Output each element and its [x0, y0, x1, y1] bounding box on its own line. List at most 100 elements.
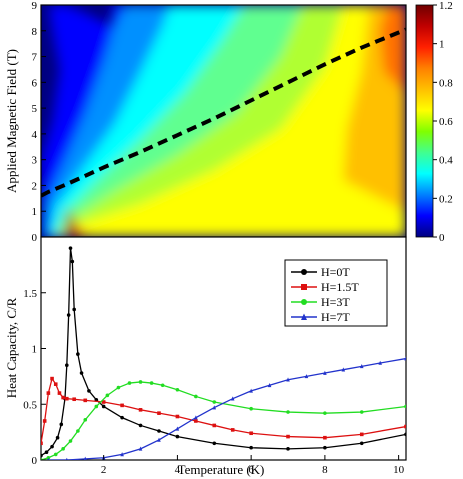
data-point-h-7t [120, 452, 124, 457]
data-point-h-0t [101, 404, 106, 409]
heatmap-band [380, 5, 406, 93]
colorbar-tick-label: 0.4 [439, 155, 453, 167]
data-point-h-1-5t [120, 403, 124, 408]
series-line-h-0t [41, 248, 406, 457]
data-point-h-7t [341, 367, 346, 372]
legend-marker-h-7t [301, 313, 307, 320]
colorbar-ticks: 0 0.2 0.4 0.6 0.8 1 1.2 [433, 0, 453, 244]
legend-marker-h-1-5t [301, 284, 307, 290]
heatmap-y-tick-label: 7 [32, 52, 38, 64]
line-x-ticks: 2 4 6 8 10 [101, 455, 405, 476]
crossover-dashed-line [41, 27, 406, 198]
heatmap-y-tick-label: 5 [32, 103, 38, 115]
data-point-h-1-5t [323, 435, 327, 440]
heatmap-panel: 0 1 2 3 4 5 6 7 8 9 Applied Magnetic Field (T) [4, 0, 407, 244]
data-point-h-0t [138, 423, 143, 428]
heat-capacity-panel: 0 0.5 1 1.5 2 4 6 8 10 Heat Capacity, C/R Tempe… [4, 236, 407, 477]
data-point-h-7t [323, 370, 327, 375]
data-point-h-7t [230, 396, 235, 401]
data-point-h-0t [404, 432, 406, 437]
heatmap-y-tick-label: 1 [32, 206, 38, 218]
line-y-tick-label: 0 [32, 455, 38, 467]
data-point-h-3t [249, 406, 253, 411]
data-point-h-0t [65, 363, 69, 368]
data-point-h-7t [175, 426, 180, 431]
data-point-h-7t [249, 388, 253, 393]
heatmap-y-ticks: 0 1 2 3 4 5 6 7 8 9 [32, 0, 46, 244]
data-point-h-1-5t [53, 382, 58, 386]
data-point-h-0t [359, 441, 364, 446]
line-y-tick-label: 1 [32, 344, 38, 356]
data-point-h-7t [378, 360, 382, 365]
data-point-h-1-5t [50, 376, 54, 381]
legend-label-h-7t: H=7T [321, 310, 350, 324]
colorbar: 0 0.2 0.4 0.6 0.8 1 1.2 [415, 0, 453, 244]
data-point-h-1-5t [72, 397, 76, 402]
line-y-ticks: 0 0.5 1 1.5 [23, 288, 46, 467]
data-point-h-3t [76, 429, 80, 433]
data-point-h-3t [160, 383, 165, 388]
data-point-h-1-5t [249, 431, 253, 436]
heatmap-y-tick-label: 9 [32, 0, 38, 12]
data-point-h-1-5t [138, 408, 143, 412]
legend-marker-h-0t [301, 269, 307, 275]
data-point-h-0t [79, 371, 84, 375]
data-point-h-1-5t [61, 395, 65, 400]
legend-label-h-1-5t: H=1.5T [321, 280, 359, 294]
legend-marker-h-3t [301, 299, 307, 305]
data-point-h-0t [55, 435, 60, 440]
data-point-h-0t [50, 444, 54, 449]
series-line-h-7t [48, 357, 406, 460]
heatmap-y-tick-label: 8 [32, 26, 38, 38]
data-point-h-0t [68, 246, 73, 250]
data-point-h-1-5t [42, 419, 47, 423]
data-point-h-7t [286, 377, 290, 382]
line-x-axis-label: Temperature (K) [178, 462, 265, 477]
data-point-h-7t [304, 374, 309, 379]
data-point-h-3t [116, 385, 121, 390]
data-point-h-3t [175, 387, 180, 392]
line-x-tick-label: 6 [248, 464, 254, 476]
data-point-h-0t [157, 429, 161, 433]
data-point-h-3t [68, 439, 73, 443]
heatmap-band [66, 206, 78, 237]
heatmap-y-axis-label: Applied Magnetic Field (T) [4, 49, 19, 193]
data-point-h-0t [323, 445, 327, 450]
line-x-tick-label: 4 [175, 464, 181, 476]
data-point-h-1-5t [101, 400, 106, 404]
data-point-h-3t [286, 410, 290, 414]
data-point-h-0t [72, 307, 76, 312]
colorbar-tick-label: 0.8 [439, 77, 453, 89]
line-x-tick-label: 8 [322, 464, 328, 476]
data-point-h-3t [323, 411, 327, 415]
line-x-tick-label: 10 [393, 464, 405, 476]
data-point-h-1-5t [194, 419, 198, 423]
data-point-h-1-5t [286, 434, 290, 439]
data-point-h-1-5t [83, 398, 88, 403]
data-point-h-3t [149, 381, 154, 385]
data-point-h-3t [94, 404, 99, 409]
heatmap-y-tick-label: 4 [32, 129, 38, 141]
data-point-h-7t [194, 415, 198, 420]
data-point-h-1-5t [212, 423, 217, 428]
legend: H=0TH=1.5TH=3TH=7T [284, 259, 388, 327]
data-point-h-0t [44, 450, 49, 454]
data-point-h-7t [83, 456, 87, 460]
heatmap-y-tick-label: 6 [32, 77, 38, 89]
data-point-h-0t [120, 415, 124, 420]
data-point-h-3t [61, 447, 65, 451]
data-point-h-7t [157, 437, 161, 442]
data-point-h-7t [212, 405, 217, 410]
series-line-h-3t [41, 381, 406, 460]
data-point-h-1-5t [41, 441, 43, 446]
data-point-h-3t [404, 404, 406, 409]
data-point-h-7t [404, 356, 406, 361]
data-point-h-1-5t [65, 396, 69, 401]
data-point-h-0t [70, 259, 75, 264]
colorbar-tick-label: 0 [439, 232, 445, 244]
data-point-h-0t [212, 441, 217, 446]
data-point-h-0t [87, 389, 91, 393]
data-point-h-1-5t [175, 414, 180, 419]
data-point-h-0t [59, 422, 64, 427]
